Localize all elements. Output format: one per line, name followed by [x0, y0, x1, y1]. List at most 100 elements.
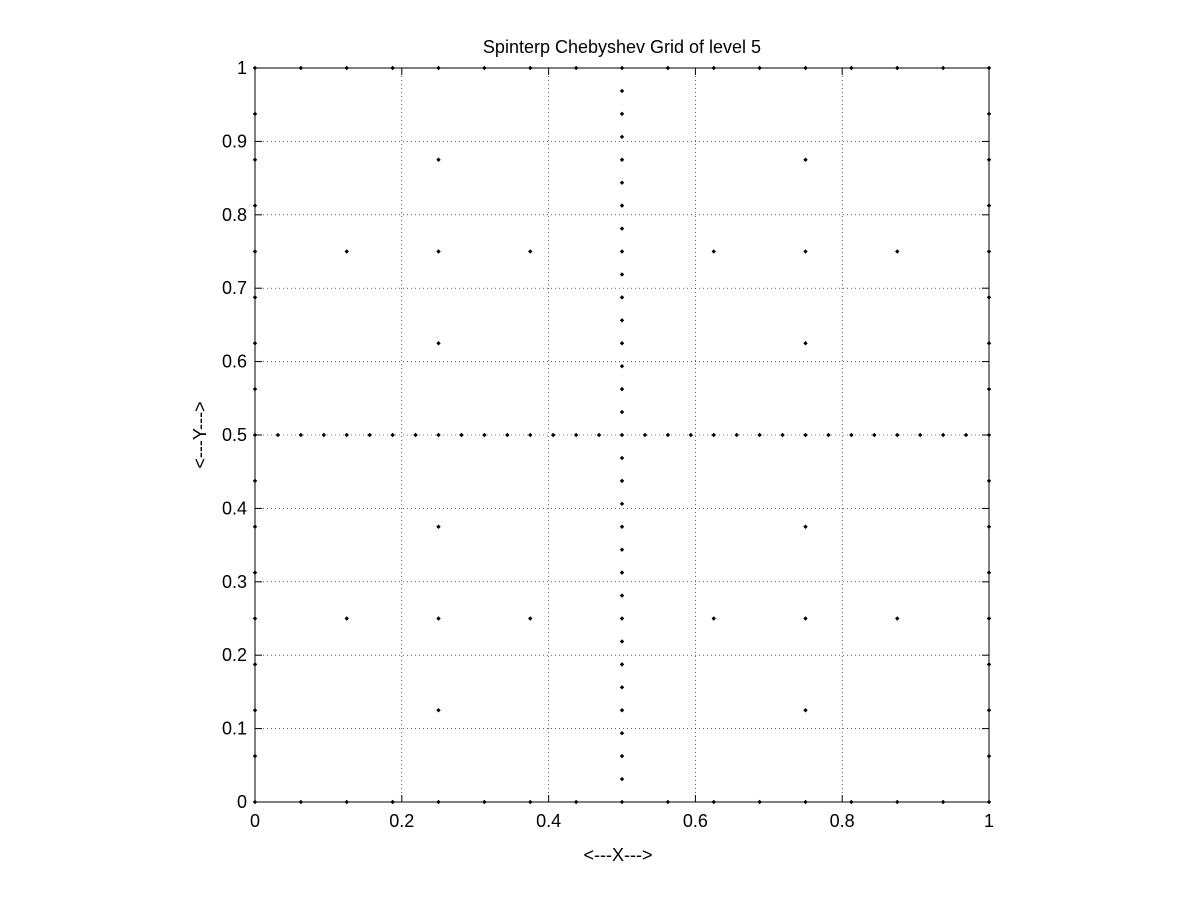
grid-point [803, 432, 808, 438]
grid-point [367, 432, 372, 438]
grid-point [619, 685, 625, 690]
grid-point [344, 432, 349, 438]
x-tick-label: 0.4 [536, 811, 561, 831]
grid-point [252, 249, 258, 254]
chart-title: Spinterp Chebyshev Grid of level 5 [483, 37, 761, 57]
grid-point [986, 432, 992, 438]
grid-point [917, 432, 923, 438]
grid-point [619, 799, 625, 805]
grid-point [436, 341, 441, 346]
grid-point [986, 295, 992, 300]
grid-point [619, 730, 625, 736]
grid-point [986, 249, 992, 254]
grid-point [665, 799, 671, 805]
grid-point [459, 432, 464, 438]
y-tick-label: 0.2 [222, 645, 247, 665]
y-tick-label: 1 [237, 58, 247, 78]
grid-point [711, 249, 716, 254]
grid-point [344, 799, 349, 805]
y-tick-label: 0.8 [222, 205, 247, 225]
grid-point [436, 432, 441, 438]
grid-point [436, 65, 441, 71]
grid-point [780, 432, 785, 438]
grid-point [436, 524, 441, 529]
grid-point [550, 432, 556, 438]
grid-point [344, 65, 349, 71]
grid-point [619, 776, 625, 782]
grid-point [344, 616, 349, 621]
grid-point [803, 616, 808, 621]
grid-point [619, 65, 625, 71]
grid-point [252, 524, 258, 529]
grid-point [642, 432, 648, 438]
grid-point [252, 432, 258, 438]
x-axis-label: <---X---> [584, 845, 653, 865]
grid-point [252, 616, 258, 621]
grid-point [390, 432, 395, 438]
grid-point [895, 616, 900, 621]
grid-point [619, 203, 625, 208]
grid-point [665, 65, 671, 71]
grid-point [619, 501, 625, 507]
grid-point [619, 478, 625, 484]
grid-point [619, 708, 625, 713]
x-tick-label: 1 [984, 811, 994, 831]
grid-point [849, 65, 854, 71]
grid-point [390, 65, 395, 71]
grid-point [895, 799, 900, 805]
grid-point [619, 226, 625, 231]
grid-point [803, 524, 808, 529]
grid-point [390, 799, 395, 805]
grid-point [252, 708, 258, 713]
grid-point [619, 753, 625, 759]
ticks: 0 0.2 0.4 0.6 0.8 1 0 0.1 0.2 0.3 0.4 0.5 0.6 0.7 0.8 0… [222, 58, 994, 831]
grid-point [298, 65, 304, 71]
y-tick-label: 0 [237, 792, 247, 812]
grid-point [986, 478, 992, 484]
grid-point [711, 799, 716, 805]
grid-point [619, 157, 625, 162]
grid-point [711, 432, 716, 438]
grid-point [665, 432, 671, 438]
grid-point [528, 432, 533, 438]
y-tick-label: 0.5 [222, 425, 247, 445]
grid-point [344, 249, 349, 254]
y-tick-label: 0.6 [222, 352, 247, 372]
grid-point [803, 249, 808, 254]
grid-point [940, 65, 946, 71]
grid-point [619, 180, 625, 185]
grid-point [963, 432, 969, 438]
grid-point [826, 432, 831, 438]
grid-point [803, 65, 808, 71]
grid-point [528, 65, 533, 71]
grid-point [872, 432, 877, 438]
grid-point [436, 708, 441, 713]
grid-point [895, 65, 900, 71]
grid-point [619, 363, 625, 369]
grid-point [573, 65, 579, 71]
data-points [252, 65, 992, 805]
grid-point [849, 799, 854, 805]
x-tick-label: 0.8 [830, 811, 855, 831]
grid-point [275, 432, 281, 438]
grid-point [619, 272, 625, 277]
grid-point [505, 432, 510, 438]
grid-point [619, 111, 625, 117]
grid-point [252, 662, 258, 667]
grid-point [803, 799, 808, 805]
grid-point [619, 593, 625, 598]
grid-point [688, 432, 694, 438]
grid-point [803, 157, 808, 162]
grid-point [757, 799, 762, 805]
x-tick-label: 0 [250, 811, 260, 831]
grid-point [413, 432, 418, 438]
grid-point [940, 799, 946, 805]
grid-point [321, 432, 327, 438]
grid-point [895, 249, 900, 254]
grid-point [619, 547, 625, 552]
grid-point [482, 799, 487, 805]
grid-point [528, 799, 533, 805]
y-axis-label: <---Y---> [190, 401, 210, 468]
grid-point [298, 432, 304, 438]
